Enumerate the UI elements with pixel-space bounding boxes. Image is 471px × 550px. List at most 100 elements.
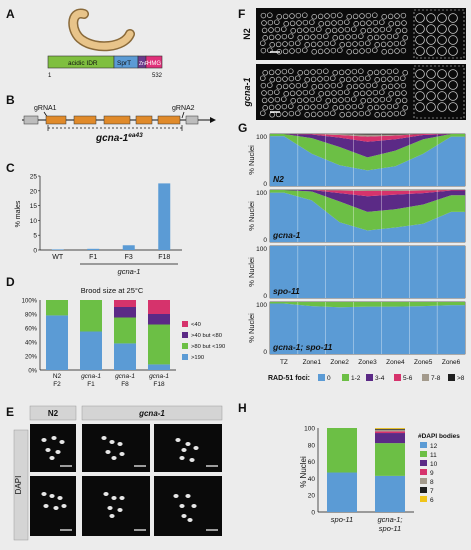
germline-nucleus	[346, 14, 352, 20]
germline-nucleus	[381, 49, 387, 55]
germline-nucleus	[338, 104, 345, 111]
germline-nucleus	[290, 28, 296, 34]
germline-nucleus	[351, 103, 358, 110]
panel-g-ytick-top: 100	[256, 302, 267, 309]
germline-nucleus	[345, 76, 352, 83]
dapi-body	[185, 442, 191, 446]
germline-nucleus	[380, 41, 387, 48]
panel-d-ytick-label: 60%	[25, 327, 38, 333]
germline-nucleus	[394, 20, 401, 27]
germline-nucleus	[309, 26, 316, 33]
germline-nucleus	[302, 82, 308, 88]
germline-nucleus	[282, 76, 288, 82]
germline-nucleus	[353, 21, 359, 27]
dapi-body	[109, 440, 115, 444]
panel-d-chart: Brood size at 25°C 0% 20% 40% 60% 80% 100% N2…	[22, 286, 226, 388]
germline-nucleus	[345, 111, 352, 118]
panel-g-area-series	[270, 134, 465, 137]
germline-nucleus	[309, 19, 315, 25]
domain-label-znf: ZnF	[139, 61, 148, 67]
germline-nucleus	[400, 75, 406, 81]
germline-nucleus	[338, 69, 345, 76]
germline-nucleus	[310, 104, 316, 110]
germline-nucleus	[379, 96, 386, 103]
germline-nucleus	[282, 48, 289, 55]
germline-nucleus	[261, 27, 268, 34]
panel-d-title: Brood size at 25°C	[81, 286, 144, 295]
germline-nucleus	[365, 75, 371, 81]
germline-nucleus	[373, 34, 380, 41]
exon-1	[45, 115, 67, 125]
germline-nucleus	[372, 12, 378, 18]
panel-d-bar-segment	[46, 300, 68, 316]
grna1-label: gRNA1	[34, 105, 57, 112]
dapi-body	[107, 506, 113, 510]
germline-nucleus-zoom	[437, 102, 447, 112]
germline-nucleus	[275, 69, 281, 75]
gene-direction-arrow	[210, 117, 216, 123]
germline-nucleus	[289, 90, 296, 97]
exon-2	[73, 115, 97, 125]
panel-f: N2 gcna-1	[242, 8, 466, 120]
germline-nucleus	[281, 96, 287, 102]
panel-g-xtick-label: Zone6	[442, 359, 461, 366]
germline-nucleus	[317, 13, 324, 20]
panel-g-area-series	[270, 134, 465, 158]
germline-nucleus	[374, 77, 380, 83]
germline-nucleus	[346, 84, 352, 90]
panel-d-legend-swatch	[182, 354, 188, 360]
dapi-body	[117, 508, 123, 512]
panel-h-legend-label: 11	[430, 452, 437, 459]
germline-nucleus	[380, 111, 387, 118]
germline-nucleus-zoom	[437, 80, 447, 90]
panel-d-xtick-label: N2	[53, 373, 62, 380]
germline-nucleus	[311, 49, 317, 55]
dapi-micrograph	[82, 424, 150, 472]
germline-nucleus	[311, 14, 317, 20]
germline-nucleus	[316, 33, 323, 40]
germline-nucleus	[323, 40, 330, 47]
dapi-body	[179, 504, 185, 508]
panel-h-bar-segment	[375, 475, 405, 512]
germline-nucleus	[316, 103, 323, 110]
panel-h-legend-swatch	[420, 496, 427, 502]
germline-nucleus-zoom	[415, 91, 425, 101]
panel-d-bar-segment	[114, 317, 136, 344]
dapi-body	[191, 504, 197, 508]
germline-nucleus	[325, 28, 331, 34]
panel-g-ytick-bottom: 0	[263, 237, 267, 244]
germline-nucleus	[400, 12, 407, 19]
panel-c-xtick-label: F18	[158, 254, 170, 261]
germline-nucleus	[358, 103, 364, 109]
panel-g-ylabel: % Nuclei	[247, 145, 256, 175]
germline-nucleus	[345, 41, 352, 48]
panel-g-legend-label: 5-6	[403, 375, 413, 382]
dapi-micrograph	[154, 476, 222, 536]
germline-nucleus	[288, 103, 294, 109]
panel-g-area-series	[270, 190, 465, 212]
germline-nucleus	[344, 19, 350, 25]
germline-nucleus	[304, 42, 310, 48]
panel-d-legend-label: <40	[191, 322, 201, 328]
panel-h-xlabels: spo-11 gcna-1;spo-11	[331, 515, 403, 533]
panel-g-ylabel: % Nuclei	[247, 313, 256, 343]
panel-g-row: 100 0 % Nuclei gcna-1; spo-11	[247, 301, 466, 356]
germline-nucleus	[323, 110, 330, 117]
germline-nucleus	[282, 41, 288, 47]
germline-nucleus	[275, 34, 281, 40]
germline-nucleus	[386, 68, 393, 75]
dapi-body	[49, 456, 55, 460]
panel-d-bar-segment	[114, 343, 136, 370]
germline-nucleus-zoom	[415, 80, 425, 90]
panel-h-legend: #DAPI bodies 12 11 10 9 8 7 6	[418, 433, 460, 504]
panel-g-legend-swatch	[318, 374, 325, 381]
germline-nucleus	[387, 41, 393, 47]
dapi-body	[111, 456, 117, 460]
germline-nucleus	[296, 27, 303, 34]
panel-d-xtick-sublabel: F2	[53, 381, 61, 388]
panel-h-bar-segment	[375, 431, 405, 434]
germline-nucleus	[365, 47, 372, 54]
germline-nucleus	[381, 84, 387, 90]
germline-nucleus-zoom	[415, 13, 425, 23]
germline-nucleus	[302, 89, 309, 96]
